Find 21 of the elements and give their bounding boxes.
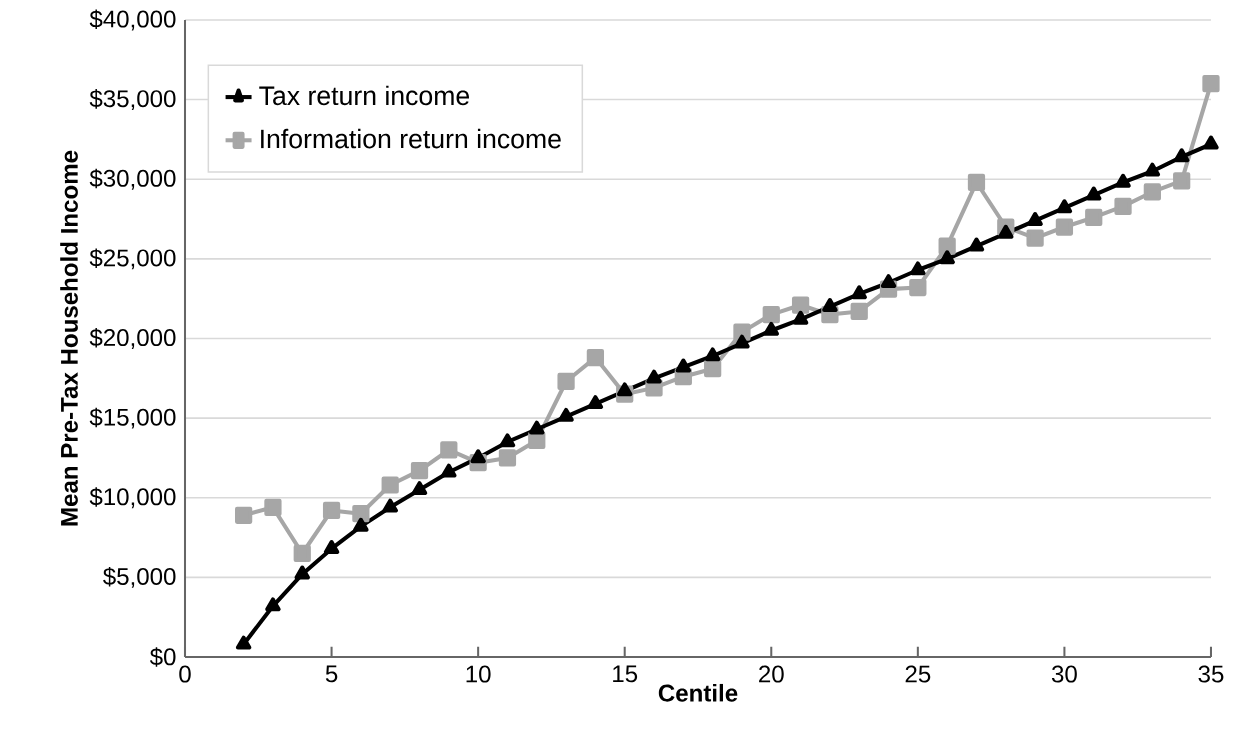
- y-tick-label: $5,000: [103, 566, 176, 588]
- y-tick-label: $30,000: [89, 168, 176, 190]
- y-tick-label: $20,000: [89, 328, 176, 349]
- y-tick-label: $10,000: [89, 487, 176, 509]
- x-tick-label: 5: [325, 665, 338, 683]
- y-tick-label: $15,000: [89, 407, 176, 429]
- y-tick-label: $40,000: [89, 9, 176, 31]
- legend-label: Information return income: [261, 128, 561, 149]
- y-tick-label: $25,000: [89, 248, 176, 270]
- y-axis-title: Mean Pre-Tax Household Income: [60, 150, 78, 526]
- x-tick-label: 20: [759, 665, 784, 683]
- x-tick-label: 15: [613, 665, 638, 683]
- y-tick-label: $35,000: [89, 89, 176, 111]
- x-tick-label: 0: [179, 665, 191, 683]
- y-tick-label: $0: [149, 647, 176, 667]
- x-tick-label: 30: [1051, 665, 1077, 683]
- x-tick-label: 10: [466, 665, 491, 683]
- x-tick-label: 25: [905, 665, 931, 683]
- legend-label: Tax return income: [259, 85, 470, 106]
- x-axis-title: Centile: [658, 683, 738, 702]
- x-tick-label: 35: [1198, 665, 1224, 683]
